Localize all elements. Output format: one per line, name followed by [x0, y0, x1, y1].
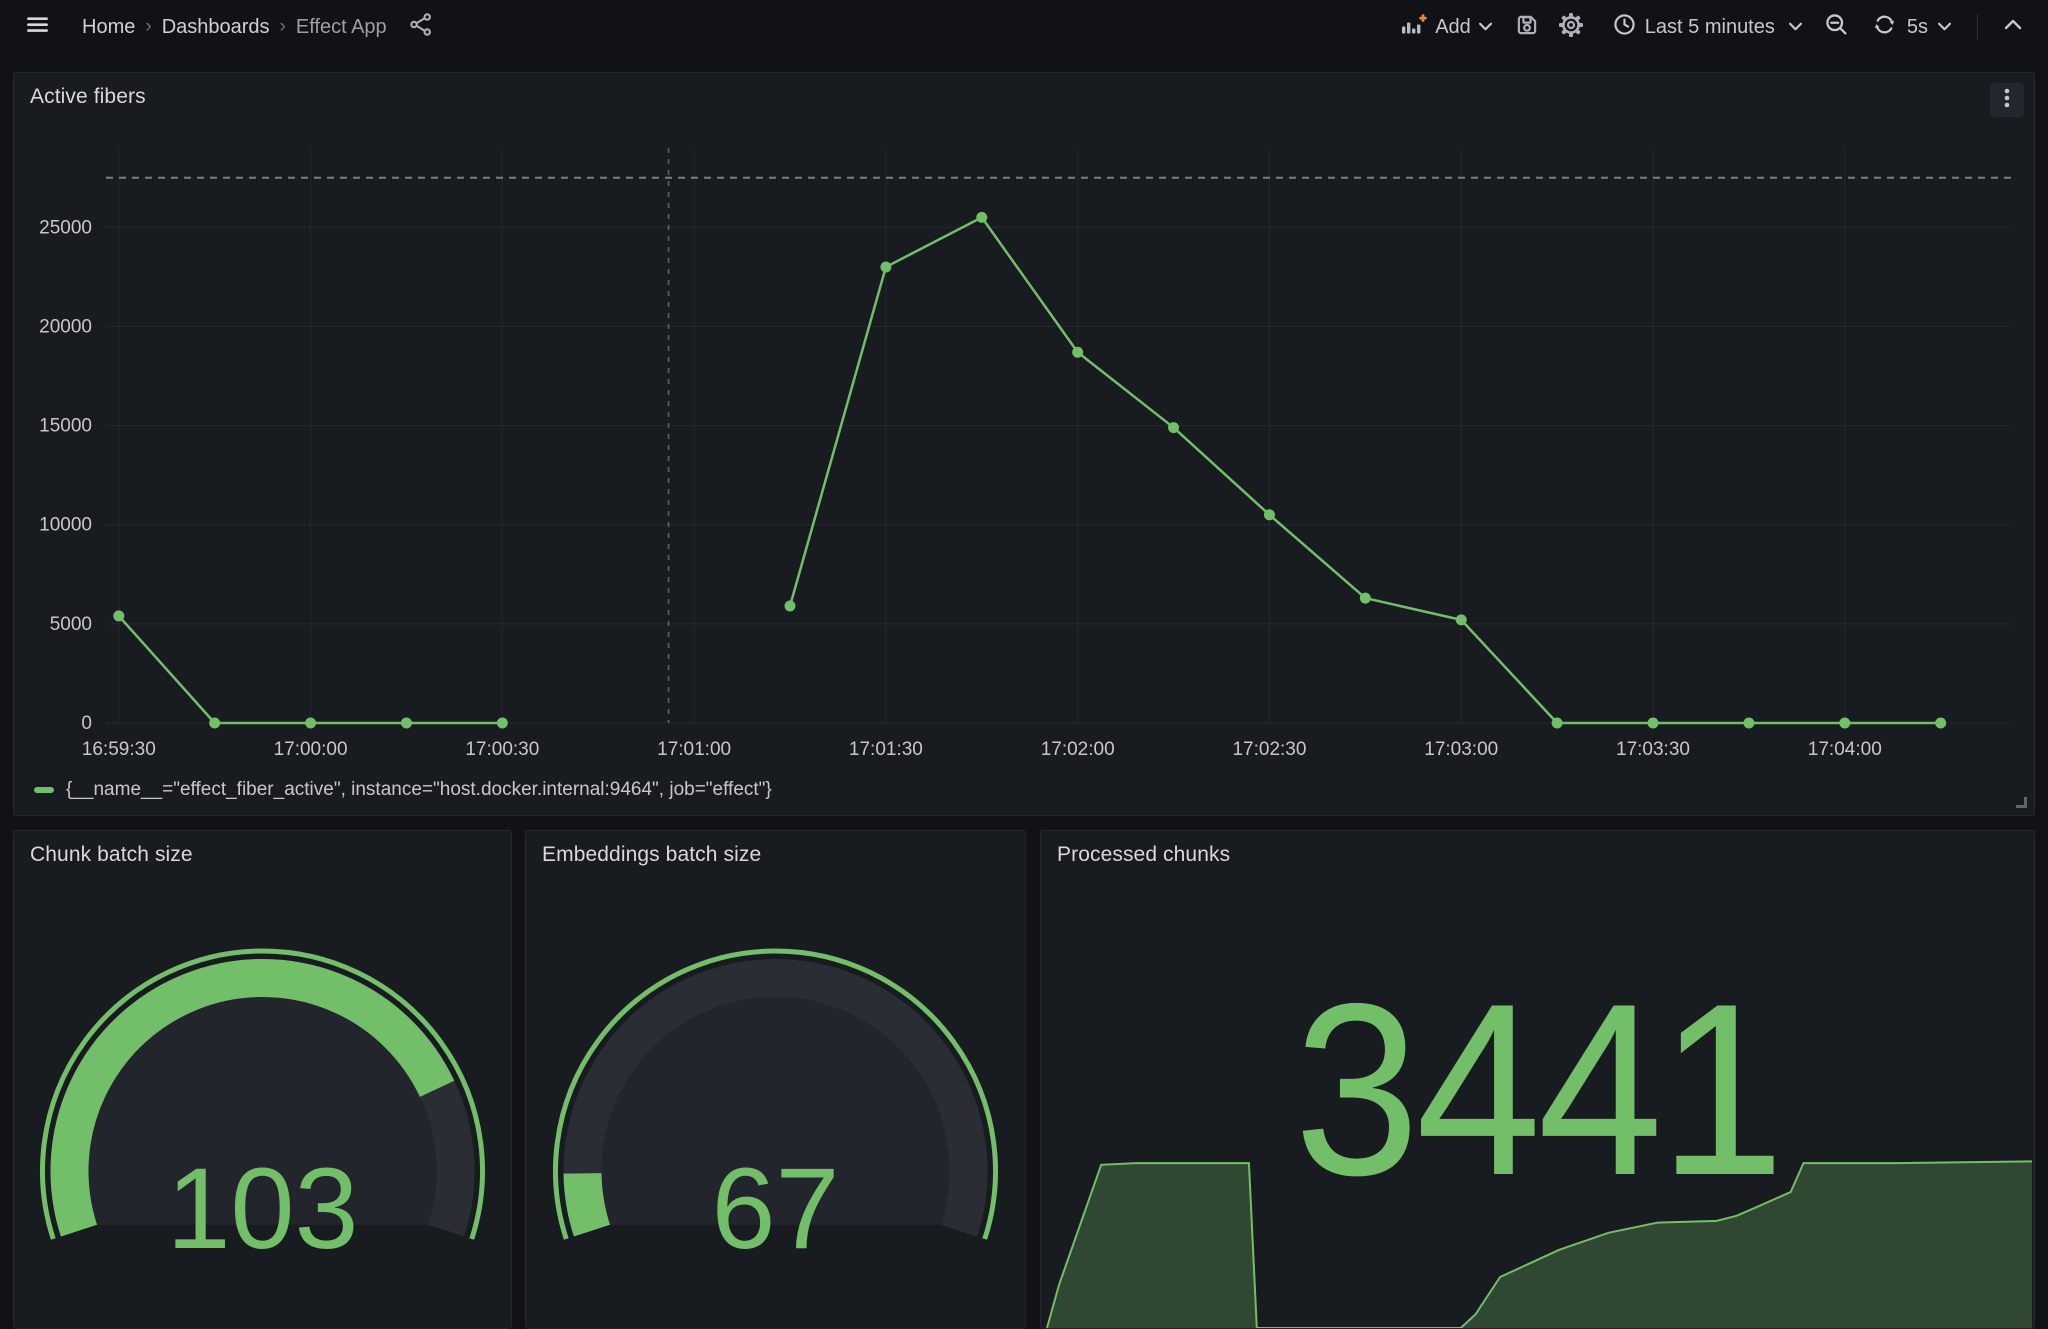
- graph-bar-add-icon: [1401, 13, 1428, 41]
- series-legend-item[interactable]: {__name__="effect_fiber_active", instanc…: [34, 775, 772, 805]
- share-icon: [409, 12, 434, 42]
- clock-icon: [1612, 12, 1637, 42]
- svg-text:0: 0: [81, 713, 92, 734]
- svg-text:25000: 25000: [39, 217, 92, 238]
- time-range-picker[interactable]: Last 5 minutes: [1604, 10, 1810, 44]
- processed-chunks-sparkline: [1046, 1160, 2033, 1328]
- dashboard-settings-button[interactable]: [1554, 10, 1588, 44]
- refresh-icon: [1872, 12, 1897, 42]
- svg-text:17:03:30: 17:03:30: [1616, 739, 1690, 760]
- chevron-down-icon: [1788, 18, 1802, 36]
- panel-title-processed-chunks[interactable]: Processed chunks: [1057, 843, 1231, 866]
- add-button-label: Add: [1435, 15, 1471, 38]
- timeseries-chart[interactable]: 0 5000 10000 15000 20000 25000 16:59:30 17:00:0…: [14, 73, 2036, 773]
- save-dashboard-button[interactable]: [1510, 10, 1544, 44]
- embeddings-batch-gauge: 67: [553, 948, 998, 1273]
- svg-text:10000: 10000: [39, 515, 92, 536]
- panel-title-chunk-batch-size[interactable]: Chunk batch size: [30, 843, 193, 866]
- breadcrumb-current-dashboard: Effect App: [295, 15, 387, 38]
- svg-text:17:02:00: 17:02:00: [1041, 739, 1115, 760]
- time-range-label: Last 5 minutes: [1644, 15, 1775, 38]
- panel-processed-chunks: Processed chunks 3441: [1040, 830, 2035, 1329]
- hamburger-icon: [24, 12, 51, 42]
- chevron-up-icon: [2004, 18, 2022, 36]
- menu-toggle-button[interactable]: [20, 10, 54, 44]
- gear-icon: [1558, 12, 1584, 43]
- svg-text:17:02:30: 17:02:30: [1232, 739, 1306, 760]
- panel-title-embeddings-batch-size[interactable]: Embeddings batch size: [542, 843, 762, 866]
- zoom-out-time-button[interactable]: [1820, 10, 1854, 44]
- svg-text:17:01:00: 17:01:00: [657, 739, 731, 760]
- svg-text:103: 103: [167, 1145, 359, 1273]
- refresh-interval-label: 5s: [1906, 15, 1928, 38]
- save-icon: [1514, 12, 1540, 43]
- panel-resize-handle[interactable]: [2016, 797, 2027, 808]
- zoom-out-icon: [1824, 12, 1849, 42]
- svg-text:5000: 5000: [50, 614, 92, 635]
- panel-menu-button[interactable]: [1990, 83, 2024, 117]
- svg-text:17:04:00: 17:04:00: [1808, 739, 1882, 760]
- svg-text:17:03:00: 17:03:00: [1424, 739, 1498, 760]
- top-navbar: Home › Dashboards › Effect App: [0, 0, 2048, 54]
- processed-chunks-value: 3441: [1294, 952, 1784, 1226]
- svg-text:20000: 20000: [39, 316, 92, 337]
- svg-text:17:00:00: 17:00:00: [274, 739, 348, 760]
- series-color-marker: [34, 787, 54, 793]
- panel-active-fibers: Active fibers 0 5000 10000 15000 20000 25000 1…: [13, 72, 2035, 816]
- panel-chunk-batch-size: Chunk batch size 103: [13, 830, 512, 1329]
- refresh-controls[interactable]: 5s: [1864, 10, 1959, 44]
- svg-text:17:01:30: 17:01:30: [849, 739, 923, 760]
- breadcrumb-home[interactable]: Home: [82, 15, 136, 38]
- svg-text:67: 67: [712, 1145, 840, 1273]
- share-dashboard-button[interactable]: [405, 10, 439, 44]
- svg-text:16:59:30: 16:59:30: [82, 739, 156, 760]
- breadcrumb-separator: ›: [145, 16, 152, 37]
- series-legend-label: {__name__="effect_fiber_active", instanc…: [66, 779, 772, 800]
- panel-title-active-fibers[interactable]: Active fibers: [30, 85, 146, 108]
- svg-text:17:00:30: 17:00:30: [465, 739, 539, 760]
- kebab-icon: [1994, 85, 2020, 116]
- breadcrumb: Home › Dashboards › Effect App: [82, 16, 387, 39]
- navbar-divider: [1977, 14, 1978, 40]
- breadcrumb-separator: ›: [279, 16, 286, 37]
- panel-embeddings-batch-size: Embeddings batch size 67: [525, 830, 1026, 1329]
- svg-text:15000: 15000: [39, 416, 92, 437]
- add-panel-button[interactable]: Add: [1393, 10, 1500, 44]
- chevron-down-icon: [1938, 18, 1951, 36]
- chevron-down-icon: [1478, 18, 1492, 36]
- collapse-controls-button[interactable]: [1996, 10, 2030, 44]
- breadcrumb-dashboards[interactable]: Dashboards: [161, 15, 270, 38]
- chunk-batch-gauge: 103: [40, 948, 485, 1273]
